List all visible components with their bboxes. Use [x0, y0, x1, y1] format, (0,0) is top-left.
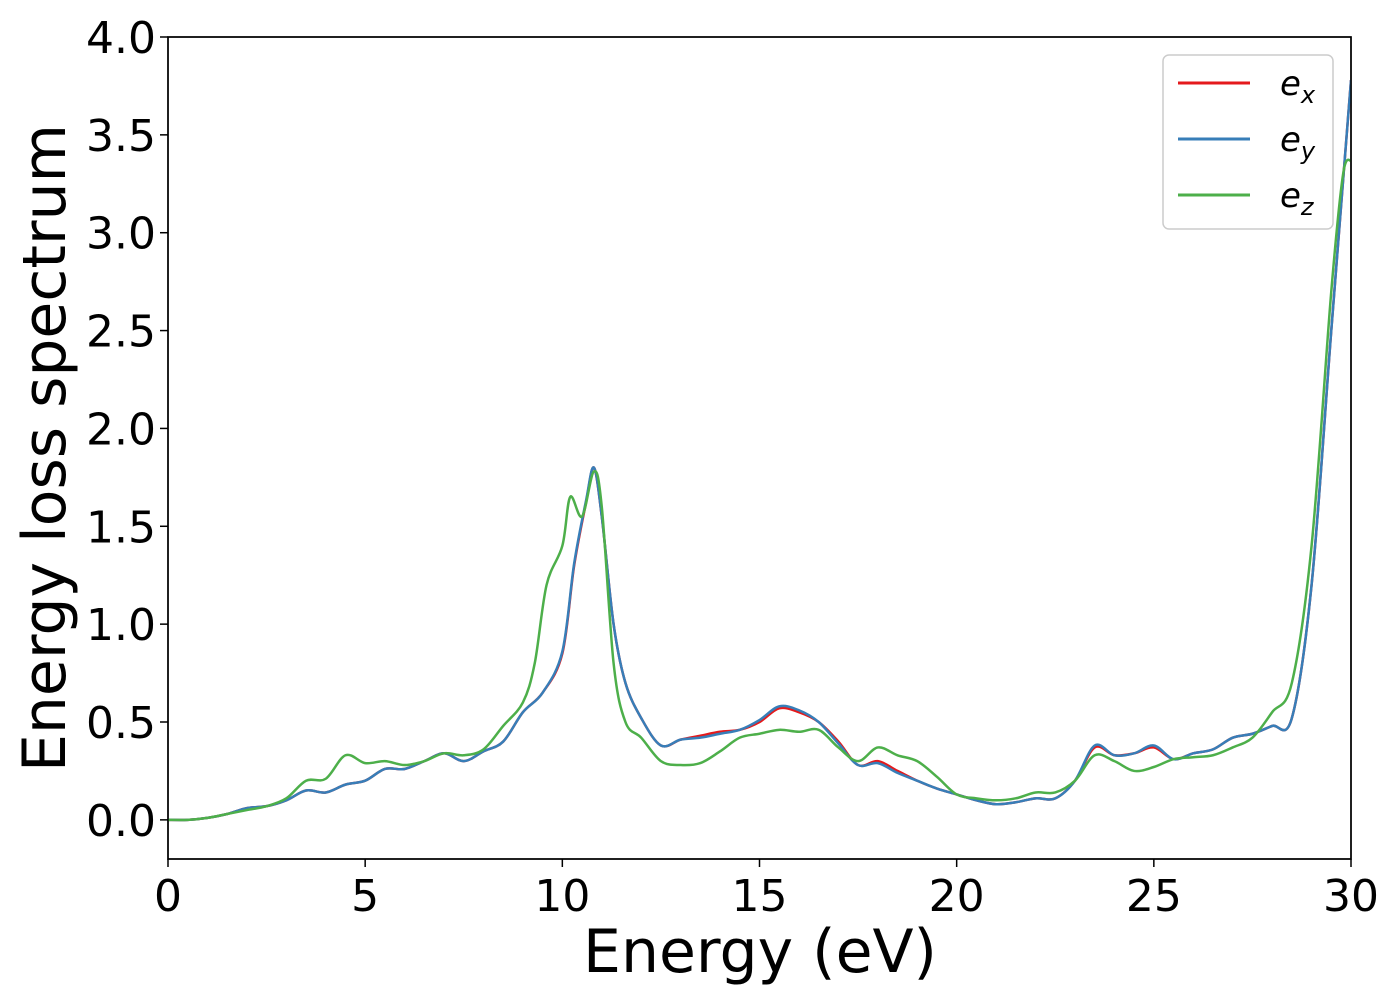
legend-label-z: ez — [1280, 176, 1315, 221]
x-tick-label: 10 — [534, 871, 590, 922]
x-tick-label: 30 — [1323, 871, 1379, 922]
legend-label-x: ex — [1280, 64, 1316, 109]
legend-label-subscript: x — [1300, 81, 1316, 109]
x-tick-label: 20 — [929, 871, 985, 922]
x-tick-label: 5 — [351, 871, 379, 922]
series-line-z — [168, 158, 1351, 822]
legend-label-subscript: y — [1300, 137, 1316, 165]
y-tick-label: 4.0 — [86, 13, 156, 64]
y-axis-ticks: 0.0 0.5 1.0 1.5 2.0 2.5 3.0 3.5 4.0 — [86, 13, 168, 847]
y-tick-label: 2.5 — [86, 307, 156, 358]
legend-label-subscript: z — [1300, 193, 1315, 221]
x-axis-label: Energy (eV) — [583, 917, 937, 987]
y-tick-label: 0.5 — [86, 698, 156, 749]
x-tick-label: 15 — [732, 871, 788, 922]
x-tick-label: 25 — [1126, 871, 1182, 922]
legend-label-y: ey — [1280, 120, 1316, 165]
y-tick-label: 3.0 — [86, 209, 156, 260]
legend-label-base: e — [1280, 64, 1301, 104]
y-tick-label: 3.5 — [86, 111, 156, 162]
y-axis-label: Energy loss spectrum — [10, 124, 80, 772]
y-tick-label: 2.0 — [86, 404, 156, 455]
legend-label-base: e — [1280, 120, 1301, 160]
series-layer — [168, 79, 1351, 822]
plot-frame — [167, 36, 1352, 860]
x-axis-ticks: 0 5 10 15 20 25 30 — [154, 859, 1379, 922]
x-tick-label: 0 — [154, 871, 182, 922]
y-tick-label: 1.0 — [86, 600, 156, 651]
legend-label-base: e — [1280, 176, 1301, 216]
y-tick-label: 1.5 — [86, 502, 156, 553]
y-tick-label: 0.0 — [86, 796, 156, 847]
legend-box — [1162, 54, 1334, 230]
